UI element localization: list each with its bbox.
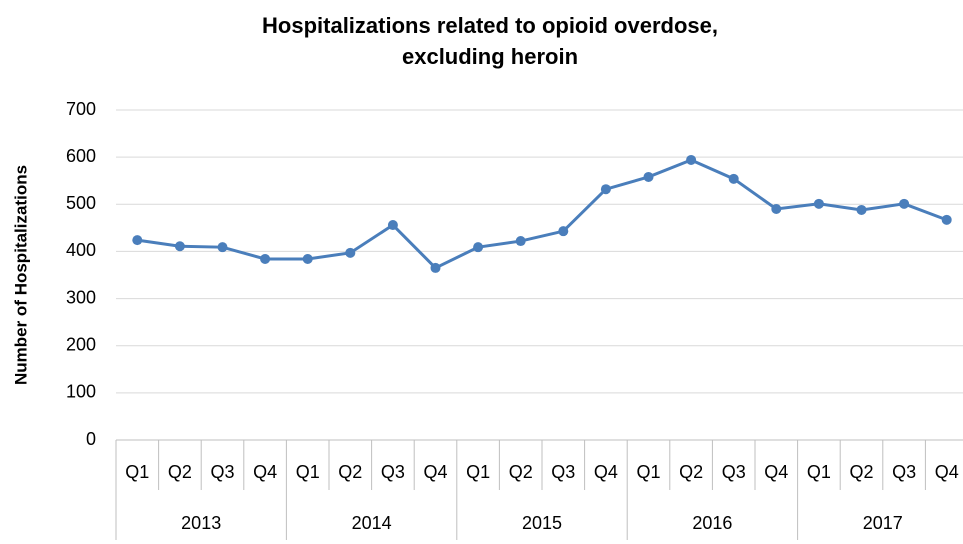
x-tick-label: Q2 [168, 462, 192, 482]
point [899, 198, 910, 209]
group-label: 2017 [863, 513, 903, 533]
point [217, 242, 228, 253]
x-tick-label: Q4 [253, 462, 277, 482]
x-tick-label: Q3 [892, 462, 916, 482]
x-tick-label: Q3 [722, 462, 746, 482]
point [174, 241, 185, 252]
point [728, 173, 739, 184]
group-label: 2014 [352, 513, 392, 533]
chart-title: Hospitalizations related to opioid overd… [262, 13, 718, 69]
y-tick-label: 200 [66, 334, 96, 354]
group-label: 2013 [181, 513, 221, 533]
y-tick-label: 500 [66, 193, 96, 213]
point [643, 171, 654, 182]
x-tick-label: Q2 [679, 462, 703, 482]
x-tick-label: Q4 [935, 462, 959, 482]
y-axis-label: Number of Hospitalizations [11, 165, 30, 385]
x-tick-label: Q1 [636, 462, 660, 482]
x-tick-label: Q1 [807, 462, 831, 482]
point [600, 184, 611, 195]
x-tick-label: Q2 [509, 462, 533, 482]
x-tick-label: Q3 [381, 462, 405, 482]
group-label: 2015 [522, 513, 562, 533]
point [430, 262, 441, 273]
point [856, 204, 867, 215]
y-tick-label: 300 [66, 287, 96, 307]
point [515, 236, 526, 247]
point [686, 154, 697, 165]
x-tick-label: Q4 [423, 462, 447, 482]
series-line [137, 158, 948, 270]
point [345, 247, 356, 258]
y-tick-label: 400 [66, 240, 96, 260]
point [132, 235, 143, 246]
point [387, 220, 398, 231]
point [260, 253, 271, 264]
y-tick-label: 600 [66, 146, 96, 166]
x-tick-label: Q4 [764, 462, 788, 482]
point [771, 204, 782, 214]
x-tick-label: Q2 [338, 462, 362, 482]
group-label: 2016 [692, 513, 732, 533]
x-tick-label: Q3 [551, 462, 575, 482]
point [813, 198, 824, 209]
point [473, 242, 484, 253]
x-tick-label: Q1 [125, 462, 149, 482]
x-tick-label: Q2 [849, 462, 873, 482]
point [941, 214, 952, 225]
x-tick-label: Q3 [210, 462, 234, 482]
y-tick-label: 100 [66, 382, 96, 402]
x-tick-label: Q4 [594, 462, 618, 482]
x-tick-label: Q1 [296, 462, 320, 482]
point [558, 226, 569, 237]
y-tick-label: 0 [86, 429, 96, 449]
y-tick-label: 700 [66, 99, 96, 119]
x-tick-label: Q1 [466, 462, 490, 482]
point [302, 253, 313, 264]
